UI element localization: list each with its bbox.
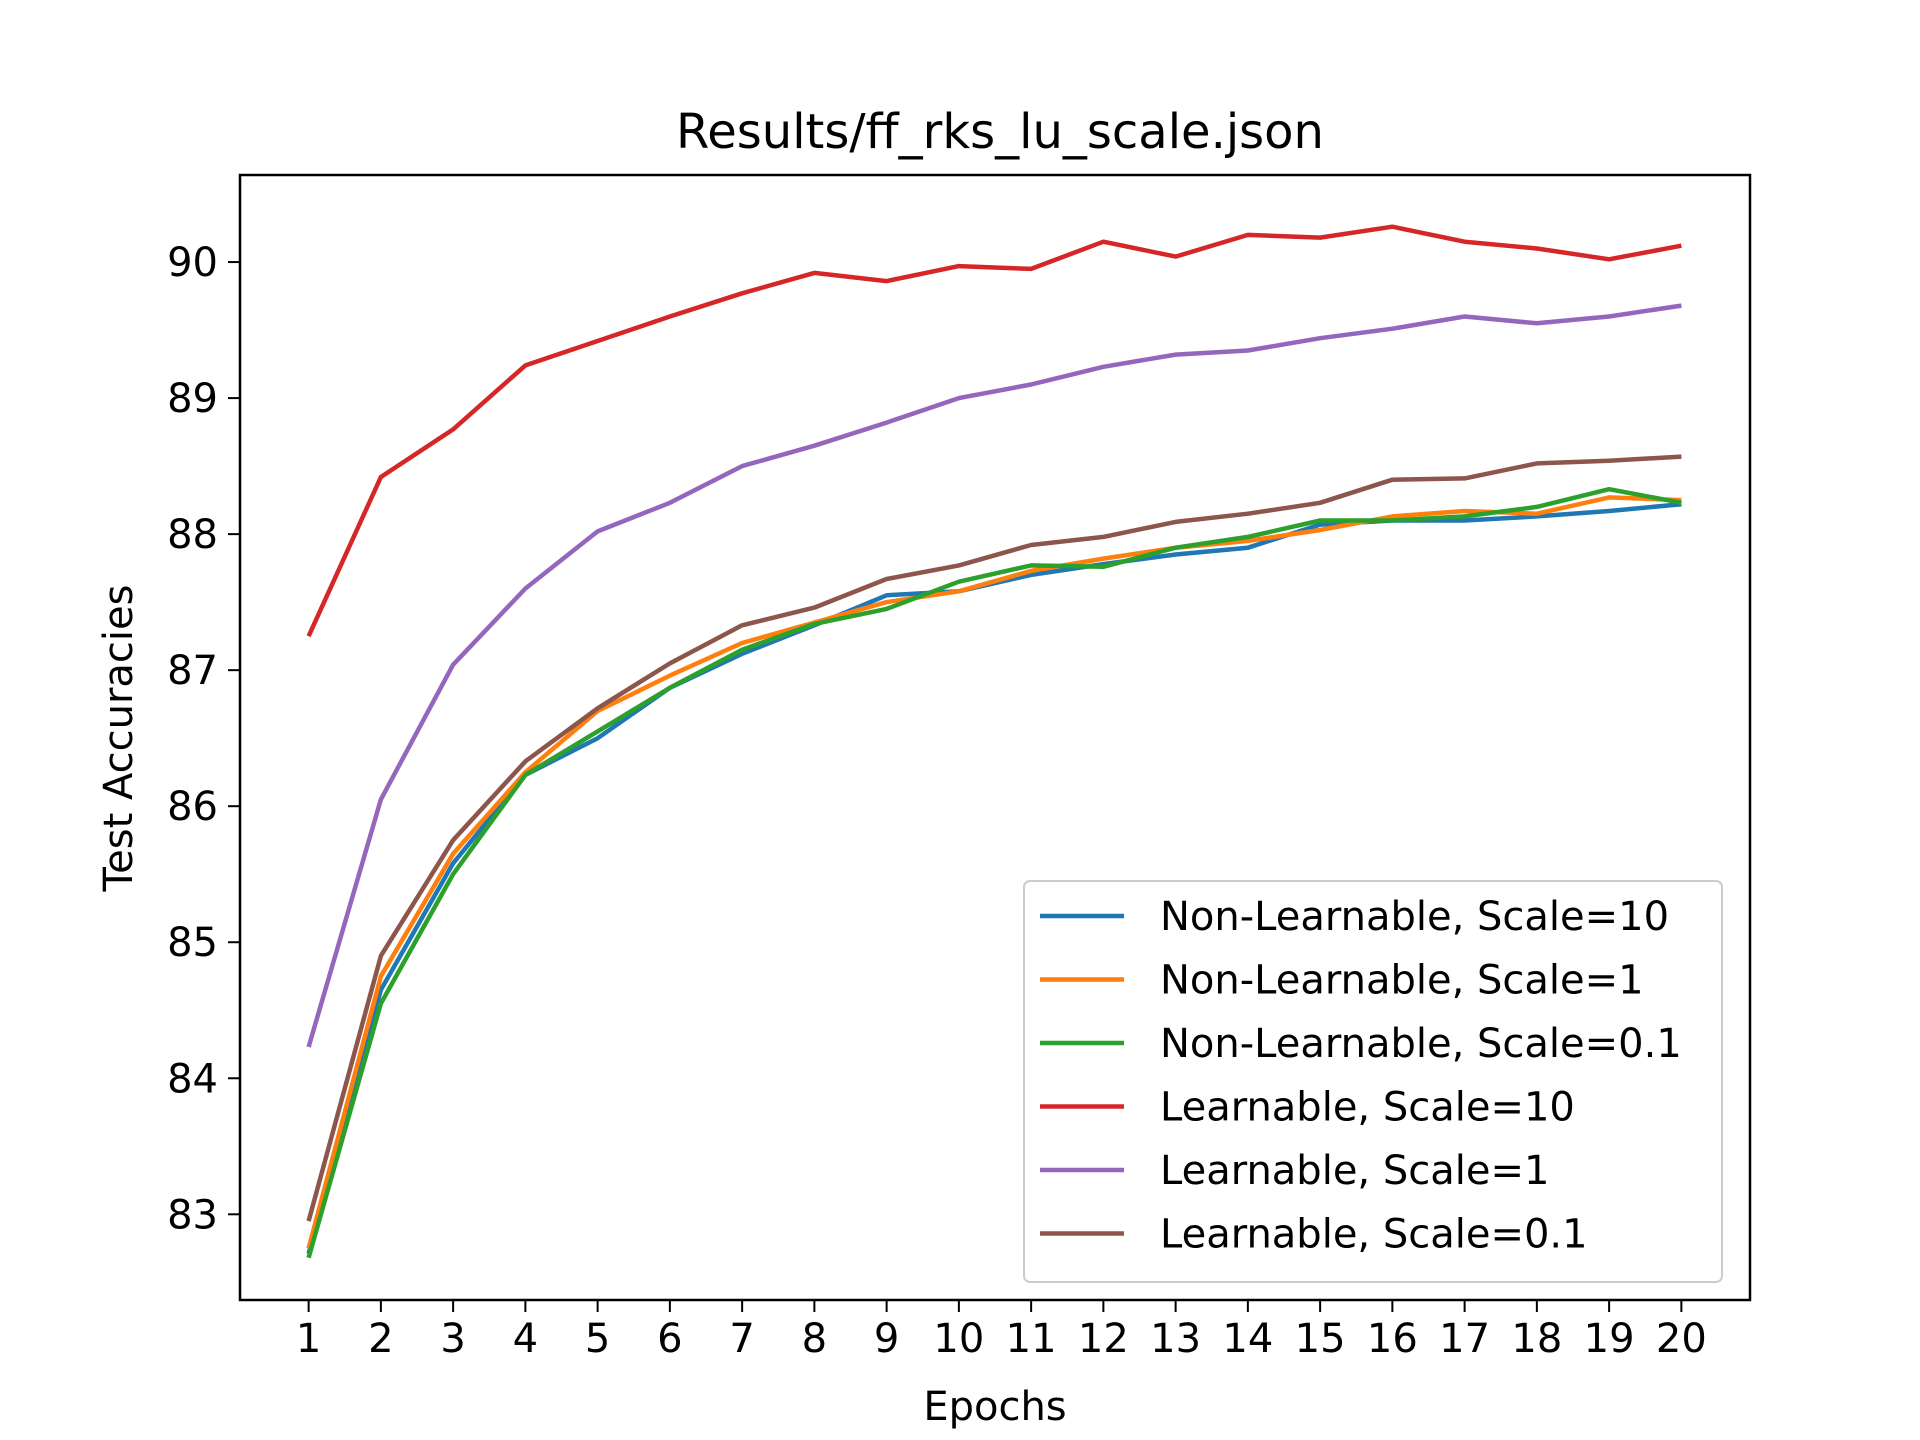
x-tick-label: 3 — [440, 1316, 465, 1362]
legend-entry-label: Learnable, Scale=0.1 — [1160, 1212, 1588, 1258]
legend-entry-label: Learnable, Scale=1 — [1160, 1148, 1549, 1194]
x-tick-label: 6 — [657, 1316, 682, 1362]
x-tick-label: 10 — [933, 1316, 984, 1362]
plot-frame — [238, 173, 1752, 1302]
x-tick-label: 18 — [1511, 1316, 1562, 1362]
y-tick-label: 90 — [167, 240, 218, 286]
y-tick-label: 85 — [167, 920, 218, 966]
y-tick-label: 87 — [167, 648, 218, 694]
x-tick-label: 7 — [729, 1316, 754, 1362]
x-tick-label: 12 — [1078, 1316, 1129, 1362]
legend-entry-label: Non-Learnable, Scale=0.1 — [1160, 1021, 1682, 1067]
x-tick-label: 19 — [1584, 1316, 1635, 1362]
y-tick-label: 89 — [167, 376, 218, 422]
x-axis-title: Epochs — [923, 1384, 1066, 1430]
x-tick-label: 13 — [1150, 1316, 1201, 1362]
legend-entry-label: Non-Learnable, Scale=10 — [1160, 894, 1669, 940]
x-axis: 1 2 3 4 5 6 7 8 9 10 11 12 13 14 15 16 17 18 19 20 — [296, 1300, 1707, 1362]
x-tick-label: 1 — [296, 1316, 321, 1362]
y-axis: 83 84 85 86 87 88 89 90 — [167, 240, 240, 1238]
legend-box — [1023, 880, 1723, 1283]
y-tick-label: 84 — [167, 1056, 218, 1102]
series-line-4 — [306, 224, 1682, 638]
x-tick-label: 4 — [513, 1316, 538, 1362]
x-tick-label: 5 — [585, 1316, 610, 1362]
x-tick-label: 15 — [1295, 1316, 1346, 1362]
series-line-5 — [306, 303, 1682, 1048]
legend-entry-label: Learnable, Scale=10 — [1160, 1085, 1575, 1131]
x-tick-label: 17 — [1439, 1316, 1490, 1362]
y-tick-label: 83 — [167, 1192, 218, 1238]
y-tick-label: 88 — [167, 512, 218, 558]
x-tick-label: 14 — [1222, 1316, 1273, 1362]
x-tick-label: 8 — [802, 1316, 827, 1362]
plot-area — [306, 224, 1682, 1259]
series-line-6 — [306, 454, 1682, 1222]
y-tick-label: 86 — [167, 784, 218, 830]
chart-title: Results/ff_rks_lu_scale.json — [676, 104, 1324, 160]
legend-entry-label: Non-Learnable, Scale=1 — [1160, 958, 1644, 1004]
x-tick-label: 16 — [1367, 1316, 1418, 1362]
series-line-3 — [306, 486, 1682, 1259]
x-tick-label: 20 — [1656, 1316, 1707, 1362]
y-axis-title: Test Accuracies — [96, 585, 142, 893]
x-tick-label: 11 — [1006, 1316, 1057, 1362]
x-tick-label: 2 — [368, 1316, 393, 1362]
legend: Non-Learnable, Scale=10 Non-Learnable, Sc… — [1023, 880, 1723, 1283]
x-tick-label: 9 — [874, 1316, 899, 1362]
series-line-2 — [306, 495, 1682, 1249]
